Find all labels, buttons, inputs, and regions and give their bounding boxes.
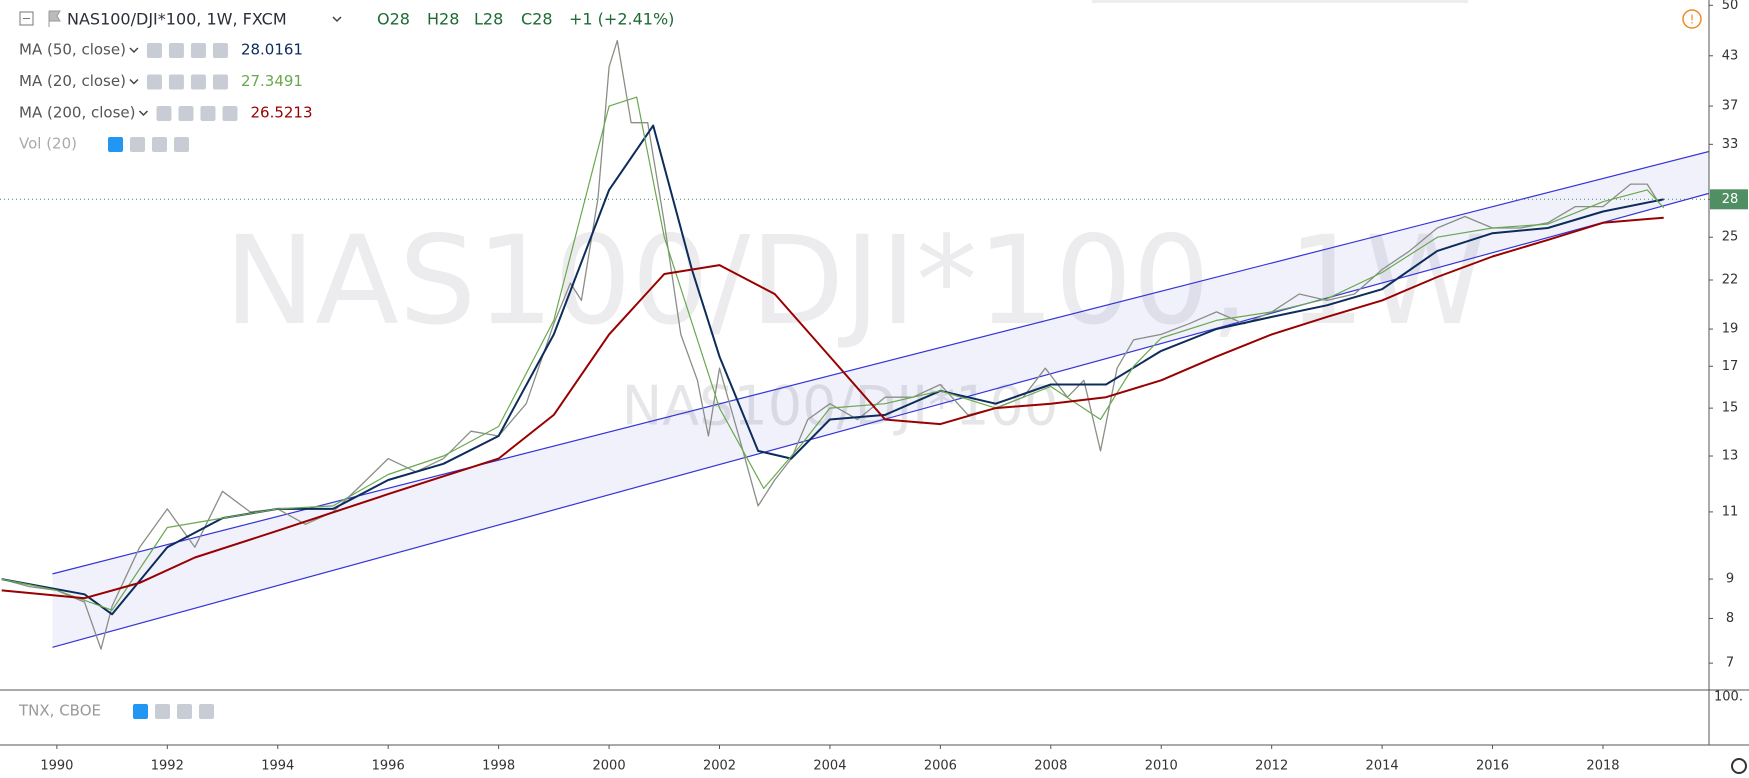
y-tick-label: 17 (1722, 359, 1739, 374)
x-tick-label: 2008 (1034, 759, 1067, 774)
channel-upper (52, 150, 1709, 575)
indicator-icon[interactable] (212, 74, 228, 90)
ohlc-high: H28 (427, 10, 459, 29)
remove-icon[interactable] (199, 704, 214, 719)
indicator-icon[interactable] (212, 43, 228, 58)
indicator-icon[interactable] (168, 43, 184, 58)
indicator-name[interactable]: MA (50, close) (19, 41, 126, 59)
series-line (1, 96, 1665, 611)
lower-pane-axis-label: 100. (1714, 690, 1743, 705)
x-tick-label: 1994 (261, 759, 294, 774)
volume-label[interactable]: Vol (20) (19, 135, 77, 153)
lower-pane-title[interactable]: TNX, CBOE (18, 702, 101, 720)
alert-icon[interactable] (1682, 9, 1702, 29)
channel-lower (52, 192, 1709, 648)
indicator-name[interactable]: MA (200, close) (19, 104, 135, 122)
x-tick-label: 2006 (924, 759, 957, 774)
indicator-value: 26.5213 (250, 104, 312, 122)
x-tick-label: 2002 (703, 759, 736, 774)
ohlc-open: O28 (377, 10, 410, 29)
x-tick-label: 2000 (593, 759, 626, 774)
y-tick-label: 9 (1726, 572, 1734, 587)
indicator-value: 27.3491 (241, 72, 303, 90)
y-tick-label: 13 (1722, 449, 1739, 464)
plot-area (0, 39, 1709, 650)
ohlc-close: C28 (521, 10, 553, 29)
indicator-value: 28.0161 (241, 41, 303, 59)
indicator-icon[interactable] (190, 43, 206, 58)
dropdown-icon[interactable] (129, 78, 139, 85)
x-tick-label: 1990 (40, 759, 73, 774)
watermark-small: NAS100/DJI*100 (622, 375, 1058, 438)
more-icon[interactable] (152, 137, 167, 152)
indicator-icon[interactable] (146, 74, 162, 90)
dropdown-icon[interactable] (332, 16, 342, 23)
symbol-title[interactable]: NAS100/DJI*100, 1W, FXCM (67, 10, 287, 29)
x-tick-label: 2018 (1586, 759, 1619, 774)
indicator-legend: MA (50, close) 28.0161 MA (20, close) 27.34… (19, 41, 313, 122)
indicator-name[interactable]: MA (20, close) (19, 72, 126, 90)
y-tick-label: 22 (1722, 272, 1739, 287)
x-tick-label: 1992 (151, 759, 184, 774)
change: +1 (+2.41%) (569, 10, 674, 29)
dropdown-icon[interactable] (129, 47, 139, 54)
watermark-layer: NAS100/DJI*100, 1W NAS100/DJI*100 (224, 210, 1486, 437)
x-tick-label: 2004 (813, 759, 846, 774)
indicator-icon[interactable] (222, 106, 238, 121)
dropdown-icon[interactable] (138, 110, 149, 117)
hide-icon[interactable] (133, 704, 148, 719)
x-tick-label: 2016 (1476, 759, 1509, 774)
flag-icon[interactable] (48, 10, 61, 27)
indicator-icon[interactable] (156, 106, 172, 121)
collapse-icon[interactable] (19, 11, 34, 26)
settings-icon[interactable] (155, 704, 170, 719)
x-tick-label: 1996 (372, 759, 405, 774)
y-tick-label: 25 (1722, 230, 1739, 245)
indicator-icon[interactable] (146, 43, 162, 58)
toolbar-edge (1092, 0, 1468, 3)
channel-fill (52, 151, 1709, 648)
indicator-icon[interactable] (190, 74, 206, 90)
alert-icon-mark: ! (1690, 13, 1695, 27)
watermark: NAS100/DJI*100, 1W (224, 210, 1486, 352)
y-tick-label: 50 (1722, 0, 1739, 13)
y-tick-label: 11 (1722, 504, 1739, 519)
y-tick-label: 37 (1722, 99, 1739, 114)
x-tick-label: 2012 (1255, 759, 1288, 774)
x-tick-label: 2010 (1145, 759, 1178, 774)
last-price-badge (1710, 189, 1748, 210)
series-line (1, 39, 1664, 650)
series-line (1, 124, 1664, 616)
series-line (1, 216, 1664, 600)
indicator-icon[interactable] (168, 74, 184, 90)
ohlc-low: L28 (474, 10, 503, 29)
x-tick-label: 1998 (482, 759, 515, 774)
indicator-icon[interactable] (200, 106, 216, 121)
y-tick-label: 33 (1722, 137, 1739, 152)
hide-icon[interactable] (108, 137, 123, 152)
x-tick-label: 2014 (1366, 759, 1399, 774)
remove-icon[interactable] (174, 137, 189, 152)
y-tick-label: 8 (1726, 611, 1734, 626)
more-icon[interactable] (177, 704, 192, 719)
settings-gear[interactable] (1731, 758, 1747, 774)
y-tick-label: 15 (1722, 401, 1739, 416)
y-tick-label: 7 (1726, 656, 1734, 671)
y-tick-label: 43 (1722, 48, 1739, 63)
indicator-icon[interactable] (178, 106, 194, 121)
last-price-label: 28 (1722, 192, 1739, 207)
y-tick-label: 19 (1722, 322, 1739, 337)
settings-icon[interactable] (130, 137, 145, 152)
